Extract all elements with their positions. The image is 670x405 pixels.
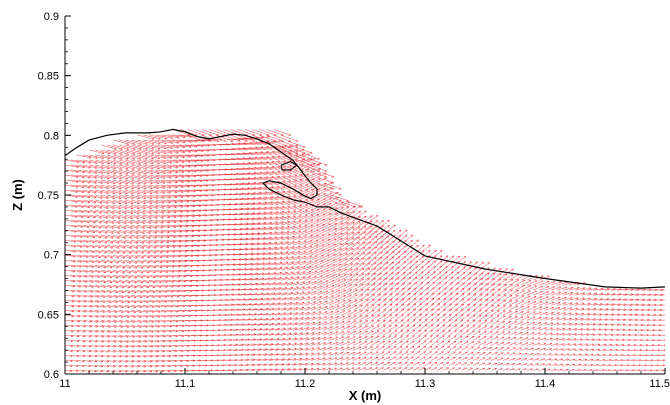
x-axis-label: X (m) <box>349 388 382 403</box>
x-tick-label: 11.1 <box>175 378 196 390</box>
x-tick-label: 11.3 <box>415 378 436 390</box>
y-tick-label: 0.65 <box>38 309 59 321</box>
x-tick-label: 11.2 <box>295 378 316 390</box>
x-tick-label: 11 <box>59 378 70 390</box>
free-surface-line <box>65 128 665 289</box>
velocity-vectors <box>65 129 665 373</box>
y-tick-label: 0.6 <box>44 369 59 381</box>
free-surface <box>65 128 665 289</box>
free-surface-loop <box>280 160 298 171</box>
velocity-vector <box>65 129 665 373</box>
x-tick-label: 11.5 <box>649 378 670 390</box>
y-tick-label: 0.7 <box>44 250 59 262</box>
x-tick-label: 11.4 <box>535 378 556 390</box>
y-axis-label: Z (m) <box>10 179 25 211</box>
y-tick-label: 0.8 <box>44 130 59 142</box>
y-tick-label: 0.75 <box>38 190 59 202</box>
ticks: 11 11.1 11.2 11.3 11.4 11.5 0.6 0.65 0.7 0.75 0.8 0… <box>38 11 670 390</box>
y-tick-label: 0.85 <box>38 71 59 83</box>
y-tick-label: 0.9 <box>44 11 59 23</box>
plot-area <box>65 16 665 374</box>
